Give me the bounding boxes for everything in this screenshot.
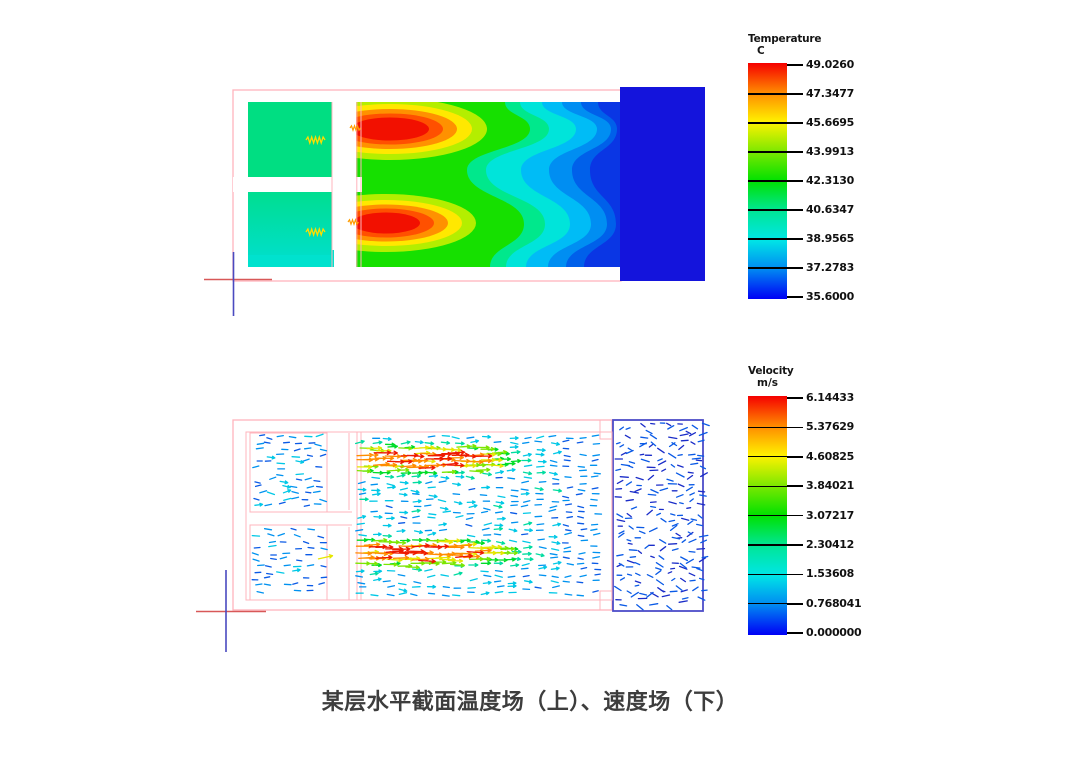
velocity-vectors: [354, 439, 563, 576]
velocity-vectors: [251, 433, 562, 597]
legend-tick: [787, 485, 803, 487]
velocity-legend: Velocity m/s 6.14433 5.37629 4.60825 3.8402…: [746, 365, 871, 647]
legend-tick: [787, 122, 803, 124]
velocity-vectors: [369, 450, 493, 564]
temperature-plot: [204, 87, 705, 316]
legend-tick-label: 0.000000: [806, 626, 862, 640]
legend-tick: [787, 267, 803, 269]
legend-segment-divider: [748, 267, 787, 269]
legend-segment-divider: [748, 544, 787, 546]
legend-segment-divider: [748, 180, 787, 182]
legend-tick: [787, 426, 803, 429]
velocity-vectors: [251, 434, 603, 597]
spring-symbol: [305, 134, 326, 146]
legend-tick-label: 2.30412: [806, 538, 855, 551]
spring-symbol: [347, 217, 359, 227]
legend-unit: C: [757, 45, 765, 57]
room-outline-bottom: [249, 524, 328, 601]
velocity-plot: [196, 419, 710, 652]
legend-segment-divider: [748, 485, 787, 487]
legend-tick-label: 6.14433: [806, 391, 855, 404]
legend-tick: [787, 544, 803, 546]
inner-boundary: [245, 431, 613, 601]
legend-tick: [787, 238, 803, 240]
legend-segment-divider: [748, 209, 787, 211]
legend-tick-label: 3.07217: [806, 508, 855, 522]
legend-tick-label: 40.6347: [806, 203, 855, 216]
legend-tick-label: 49.0260: [806, 58, 855, 71]
room-region-top: [248, 102, 332, 177]
legend-tick: [787, 573, 803, 576]
right-zone-outline: [612, 419, 704, 612]
legend-tick-label: 47.3477: [806, 87, 855, 100]
spring-symbol: [305, 226, 326, 238]
legend-tick-label: 38.9565: [806, 232, 855, 245]
legend-segment-divider: [748, 456, 787, 458]
legend-tick: [787, 456, 803, 458]
legend-tick-label: 0.768041: [806, 596, 862, 610]
legend-tick: [787, 180, 803, 182]
jet-core: [354, 212, 420, 234]
legend-unit: m/s: [757, 377, 779, 389]
legend-segment-divider: [748, 93, 787, 95]
legend-tick-label: 45.6695: [806, 116, 855, 129]
room-region-bottom: [248, 192, 332, 255]
velocity-vectors: [251, 422, 710, 611]
legend-tick: [787, 397, 803, 399]
exhaust-zone: [620, 87, 705, 281]
legend-tick: [787, 603, 803, 605]
velocity-vectors: [614, 422, 708, 603]
legend-tick-label: 43.9913: [806, 145, 855, 158]
room-outline-top: [249, 432, 328, 513]
legend-tick: [787, 632, 803, 634]
legend-segment-divider: [748, 603, 787, 605]
velocity-vectors: [355, 451, 493, 562]
contour-field: [354, 102, 620, 267]
legend-tick: [787, 296, 803, 298]
corner-notch: [599, 420, 612, 440]
wall-column: [334, 102, 356, 267]
legend-tick: [787, 514, 803, 517]
legend-tick-label: 42.3130: [806, 174, 855, 187]
figure-caption: 某层水平截面温度场（上）、速度场（下）: [321, 690, 739, 715]
legend-segment-divider: [748, 238, 787, 240]
legend-tick-label: 37.2783: [806, 261, 855, 274]
legend-title: Temperature: [748, 33, 822, 45]
legend-tick: [787, 209, 803, 211]
legend-tick: [787, 93, 803, 95]
legend-tick-label: 5.37629: [806, 420, 855, 434]
legend-tick-label: 1.53608: [806, 567, 855, 581]
legend-segment-divider: [748, 514, 787, 517]
legend-segment-divider: [748, 122, 787, 124]
legend-tick-label: 3.84021: [806, 479, 855, 493]
wall-band: [233, 177, 362, 192]
legend-tick-label: 4.60825: [806, 449, 855, 463]
corner-notch: [599, 590, 612, 610]
temperature-legend: Temperature C 49.0260 47.3477 45.6695 43.99…: [746, 33, 871, 313]
legend-tick: [787, 64, 803, 66]
spring-symbol: [349, 123, 361, 133]
legend-tick-label: 35.6000: [806, 290, 855, 303]
legend-tick: [787, 151, 803, 153]
legend-title: Velocity: [748, 365, 794, 377]
legend-segment-divider: [748, 426, 787, 429]
legend-segment-divider: [748, 151, 787, 153]
legend-segment-divider: [748, 573, 787, 576]
jet-core: [354, 117, 429, 141]
